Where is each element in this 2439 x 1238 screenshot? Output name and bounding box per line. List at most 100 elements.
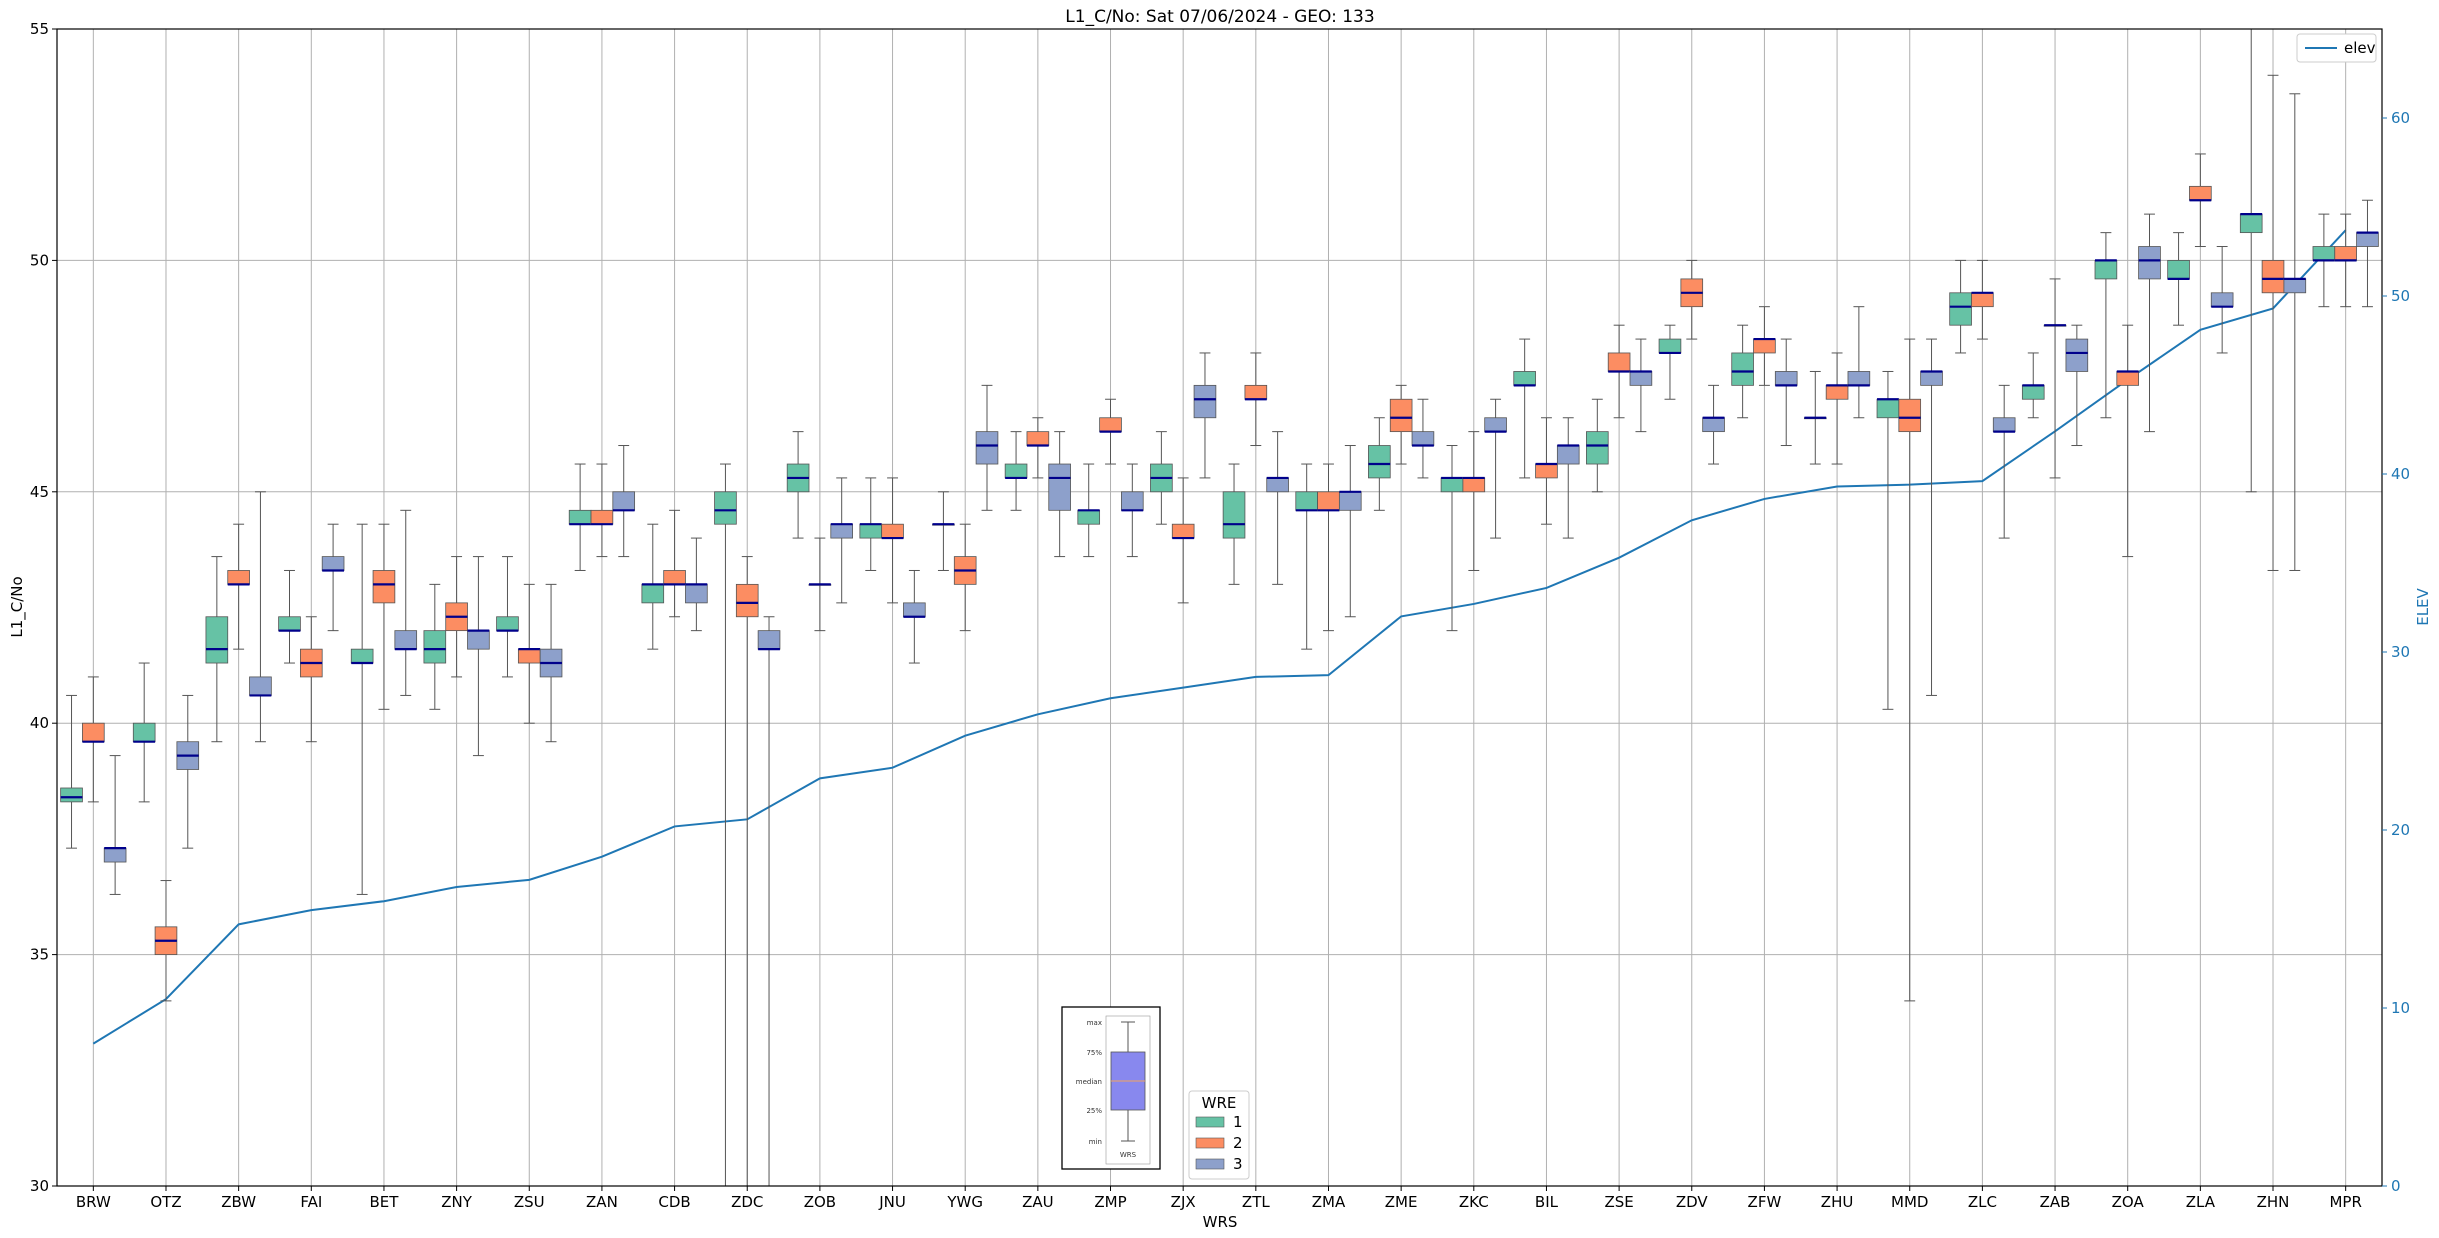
x-tick-label: ZMA [1312, 1193, 1346, 1211]
box-ZKC-wre-2 [1462, 431, 1486, 571]
box-ZOB-wre-3 [830, 477, 853, 604]
x-tick-label: ZOB [804, 1193, 836, 1211]
box-ZAB-wre-1 [2021, 352, 2045, 419]
inset-label-max: max [1087, 1019, 1102, 1027]
y2-tick-label: 30 [2391, 643, 2410, 661]
box-JNU-wre-3 [903, 569, 926, 664]
box-body [1048, 463, 1071, 511]
y-tick-label: 50 [30, 251, 49, 269]
box-ZAB-wre-2 [2043, 278, 2067, 479]
box-body [1026, 431, 1050, 446]
box-body [2065, 338, 2089, 372]
x-tick-label: ZAN [586, 1193, 618, 1211]
y-axis-title: L1_C/No [8, 576, 27, 637]
y2-axis-title: ELEV [2414, 587, 2432, 625]
plot-frame [56, 28, 2383, 1187]
x-tick-label: ZSU [514, 1193, 545, 1211]
box-body [227, 570, 250, 585]
y-tick-label: 30 [30, 1177, 49, 1195]
box-MPR-wre-1 [2312, 213, 2336, 308]
box-ZDV-wre-2 [1680, 259, 1704, 340]
box-ZDC-wre-1 [714, 463, 737, 1187]
x-tick-label: ZAU [1022, 1193, 1054, 1211]
box-ZME-wre-2 [1389, 384, 1413, 465]
box-body [82, 722, 105, 743]
box-ZDC-wre-2 [735, 556, 759, 1187]
box-body [685, 583, 708, 604]
box-OTZ-wre-1 [132, 662, 156, 803]
box-body [2021, 384, 2045, 400]
box-CDB-wre-2 [663, 509, 686, 618]
box-ZLC-wre-1 [1949, 259, 1972, 354]
box-body [2334, 246, 2357, 261]
x-tick-label: ZOA [2112, 1193, 2145, 1211]
x-tick-label: ZLA [2186, 1193, 2216, 1211]
x-tick-label: ZFW [1748, 1193, 1782, 1211]
wre-legend-swatch-1 [1195, 1116, 1225, 1128]
x-tick-label: ZAB [2040, 1193, 2071, 1211]
inset-label-q3: 75% [1086, 1049, 1102, 1057]
box-body [663, 570, 686, 585]
box-body [1992, 417, 2016, 433]
box-BRW-wre-3 [103, 755, 127, 895]
box-ZSU-wre-2 [517, 583, 541, 724]
y-tick-label: 55 [30, 20, 49, 38]
box-body [423, 630, 447, 664]
box-body [735, 583, 759, 618]
x-tick-label: OTZ [150, 1193, 181, 1211]
box-ZME-wre-1 [1368, 417, 1391, 511]
box-ZOA-wre-1 [2094, 232, 2118, 419]
box-MMD-wre-1 [1876, 370, 1900, 710]
box-body [1389, 398, 1413, 433]
x-tick-label: ZHU [1821, 1193, 1854, 1211]
box-body [1629, 371, 1653, 386]
box-ZBW-wre-1 [205, 556, 229, 743]
box-ZLC-wre-2 [1971, 259, 1994, 340]
box-ZLA-wre-1 [2167, 232, 2190, 326]
box-body [103, 847, 127, 863]
box-body [1535, 463, 1558, 479]
wre-legend-label-3: 3 [1233, 1155, 1243, 1173]
wre-legend-label-1: 1 [1233, 1113, 1243, 1131]
box-ZOA-wre-3 [2138, 213, 2161, 433]
box-FAI-wre-2 [299, 616, 323, 743]
box-MMD-wre-3 [1920, 338, 1943, 696]
wre-legend-swatch-2 [1195, 1137, 1225, 1149]
x-tick-label: ZTL [1242, 1193, 1270, 1211]
box-body [517, 648, 541, 664]
box-ZSU-wre-1 [496, 556, 519, 678]
x-tick-label: CDB [658, 1193, 690, 1211]
box-body [1898, 398, 1922, 433]
inset-label-median: median [1076, 1078, 1102, 1086]
box-ZHU-wre-1 [1803, 370, 1827, 465]
box-body [2167, 259, 2190, 280]
x-tick-label: ZNY [441, 1193, 472, 1211]
wre-legend-swatch-3 [1195, 1158, 1225, 1170]
box-BET-wre-2 [372, 523, 396, 710]
x-tick-label: ZJX [1171, 1193, 1196, 1211]
boxplot-inset: max 75% median 25% min WRS [1061, 1006, 1161, 1170]
box-body [1266, 477, 1289, 493]
box-body [903, 602, 926, 618]
box-ZBW-wre-3 [249, 491, 272, 743]
x-tick-label: ZSE [1604, 1193, 1633, 1211]
x-tick-label: ZME [1385, 1193, 1418, 1211]
box-body [2312, 246, 2336, 261]
x-tick-label: MMD [1891, 1193, 1928, 1211]
box-ZHN-wre-2 [2261, 74, 2285, 571]
box-body [1411, 431, 1435, 446]
box-BIL-wre-2 [1535, 417, 1558, 525]
x-tick-label: BET [369, 1193, 399, 1211]
box-body [830, 523, 853, 539]
box-body [1004, 463, 1028, 479]
wre-legend-frame [1188, 1090, 1250, 1180]
box-body [2239, 213, 2263, 234]
box-ZMP-wre-2 [1099, 398, 1122, 465]
box-body [1171, 523, 1195, 539]
box-BRW-wre-1 [60, 694, 83, 849]
box-body [1440, 477, 1464, 493]
x-tick-label: YWG [946, 1193, 983, 1211]
box-ZAU-wre-2 [1026, 417, 1050, 479]
elev-line [92, 229, 2347, 1045]
box-body [1295, 491, 1318, 511]
